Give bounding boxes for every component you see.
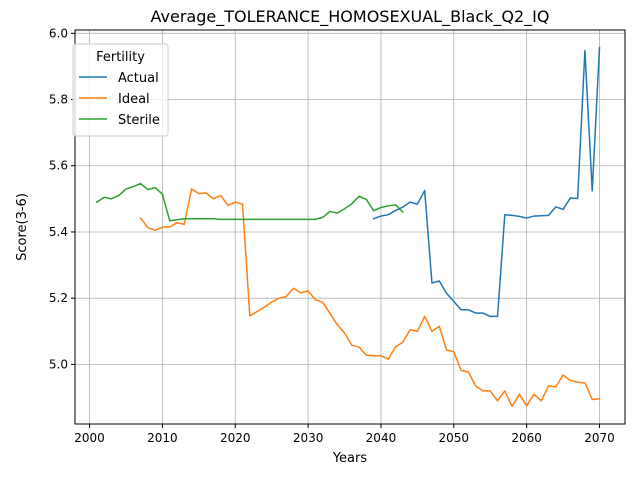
x-axis-label: Years	[332, 451, 368, 466]
series-line-sterile	[95, 182, 404, 222]
legend-label-ideal: Ideal	[118, 92, 150, 107]
x-tick-label: 2020	[220, 431, 251, 445]
plot-frame	[74, 29, 626, 425]
x-tick-label: 2070	[584, 431, 615, 445]
x-tick-label: 2050	[439, 431, 470, 445]
series-lines	[95, 46, 601, 408]
series-line-actual	[372, 46, 601, 318]
x-tick-label: 2060	[511, 431, 542, 445]
x-tick-label: 2030	[293, 431, 324, 445]
series-line-ideal	[139, 188, 601, 408]
legend-label-actual: Actual	[118, 71, 159, 86]
x-tick-label: 2010	[147, 431, 178, 445]
y-axis-label: Score(3-6)	[15, 193, 30, 261]
legend-box	[72, 43, 169, 137]
x-tick-label: 2040	[366, 431, 397, 445]
y-tick-label: 5.4	[49, 225, 68, 239]
x-axis-ticks: 2000 2010 2020 2030 2040 2050 2060 2070	[74, 424, 615, 445]
y-axis-ticks: 5.0 5.2 5.4 5.6 5.8 6.0	[49, 26, 75, 371]
y-tick-label: 5.0	[49, 357, 68, 371]
y-tick-label: 5.8	[49, 93, 68, 107]
y-tick-label: 6.0	[49, 26, 68, 40]
y-tick-label: 5.6	[49, 159, 68, 173]
grid	[75, 30, 625, 424]
y-tick-label: 5.2	[49, 291, 68, 305]
legend: Fertility Actual Ideal Sterile	[72, 43, 169, 137]
x-tick-label: 2000	[74, 431, 105, 445]
legend-title: Fertility	[96, 50, 145, 65]
legend-label-sterile: Sterile	[118, 113, 160, 128]
chart-title: Average_TOLERANCE_HOMOSEXUAL_Black_Q2_IQ	[151, 7, 550, 27]
